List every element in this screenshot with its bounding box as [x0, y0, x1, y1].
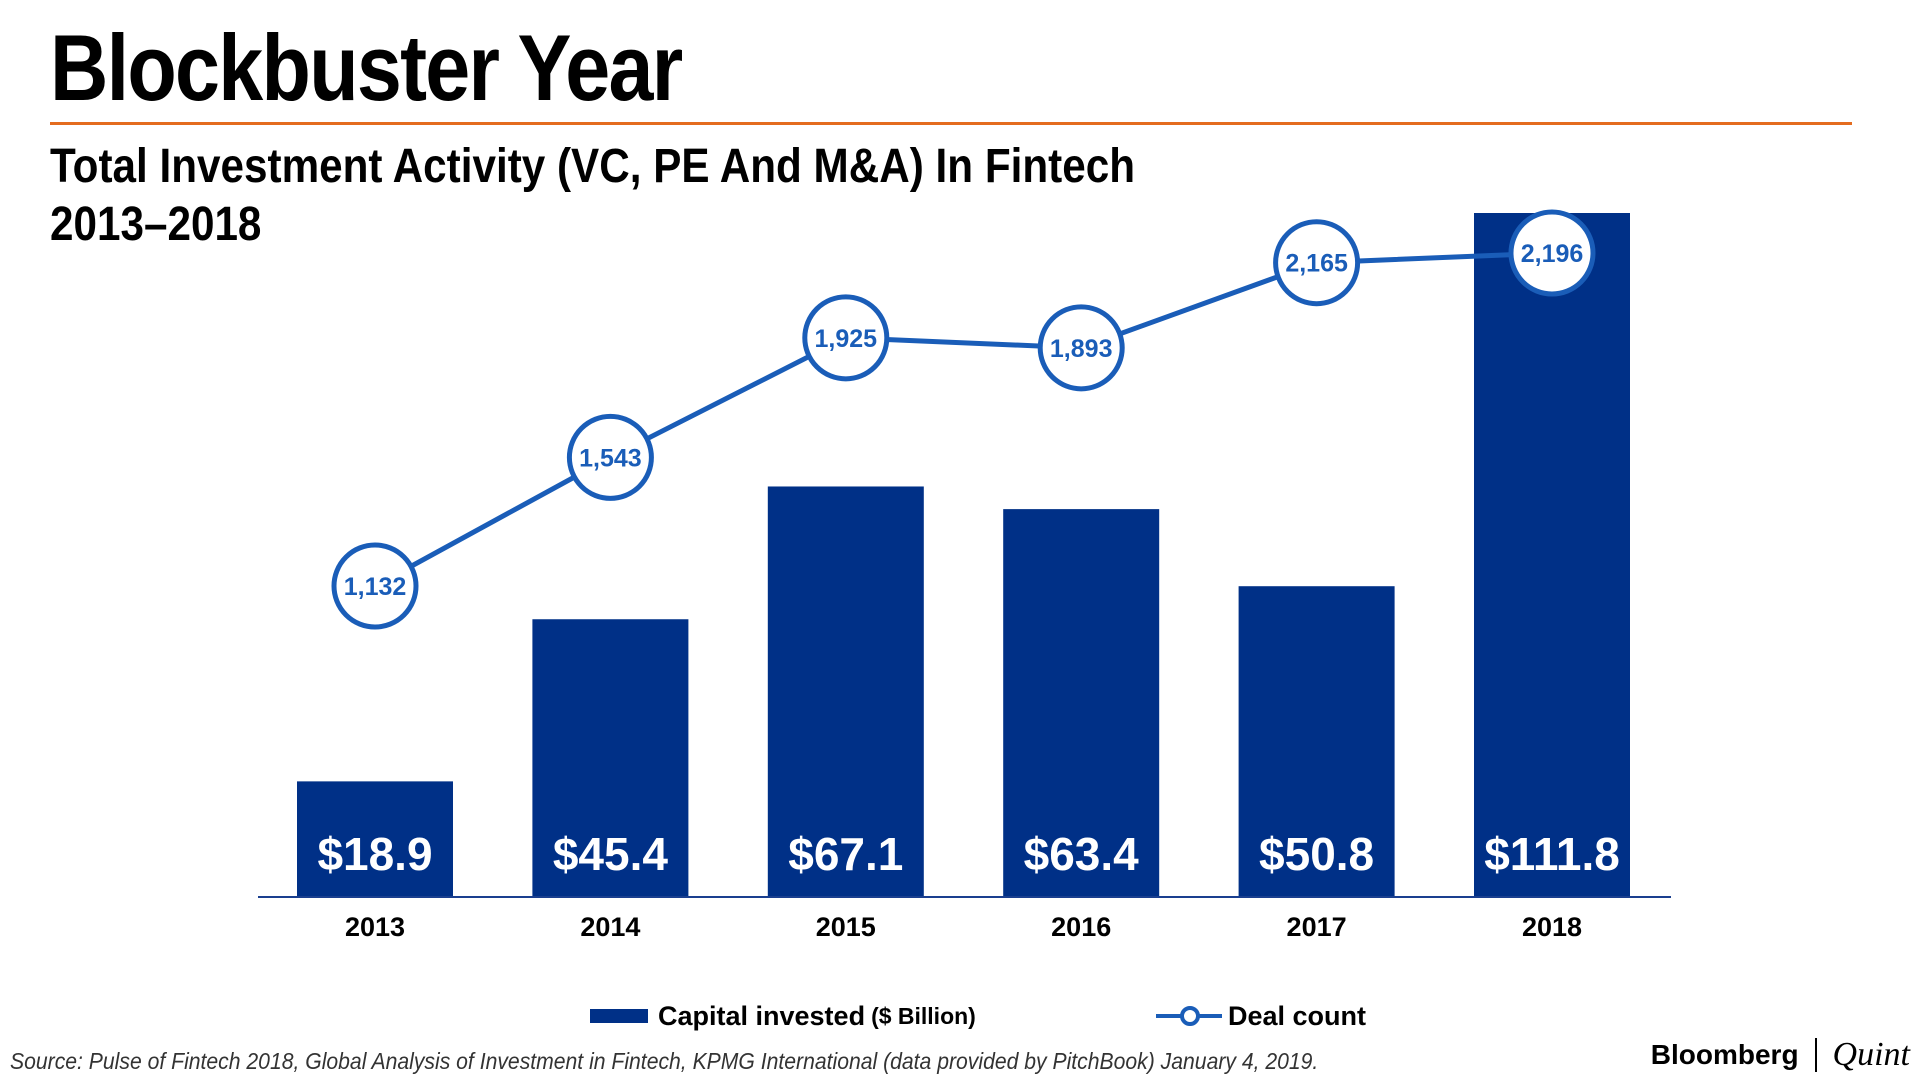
- x-tick-label-2016: 2016: [1051, 912, 1111, 942]
- brand-quint: Quint: [1832, 1036, 1910, 1073]
- bar-value-label-2013: $18.9: [317, 828, 432, 880]
- deal-count-line: [373, 250, 1553, 589]
- x-tick-label-2018: 2018: [1522, 912, 1582, 942]
- bar-2017: [1238, 586, 1395, 897]
- bar-2014: [532, 619, 689, 897]
- x-tick-label-2013: 2013: [345, 912, 405, 942]
- x-tick-label-2017: 2017: [1287, 912, 1347, 942]
- legend-line-entry: Deal count: [1156, 998, 1366, 1034]
- bar-value-label-2016: $63.4: [1024, 828, 1140, 880]
- deal-count-label-2016: 1,893: [1050, 335, 1113, 363]
- deal-count-point-2013: [331, 542, 419, 630]
- bar-value-label-2017: $50.8: [1259, 828, 1374, 880]
- chart-title: Blockbuster Year: [50, 15, 683, 120]
- legend-bar-label: Capital invested: [658, 1000, 866, 1031]
- legend-bar-unit: ($ Billion): [871, 1002, 976, 1029]
- legend-bar-entry: Capital invested ($ Billion): [590, 998, 976, 1034]
- chart-subtitle: Total Investment Activity (VC, PE And M&…: [50, 138, 1135, 254]
- deal-count-point-2017: [1273, 219, 1361, 307]
- subtitle-line-2: 2013–2018: [50, 198, 262, 251]
- deal-count-label-2018: 2,196: [1521, 240, 1584, 268]
- bar-value-label-2015: $67.1: [788, 828, 903, 880]
- legend-bar-swatch: [590, 1009, 648, 1023]
- brand-bloomberg: Bloomberg: [1650, 1039, 1799, 1070]
- deal-count-label-2013: 1,132: [344, 573, 407, 601]
- brand-logo: Bloomberg Quint: [1651, 1036, 1910, 1074]
- subtitle-line-1: Total Investment Activity (VC, PE And M&…: [50, 140, 1136, 193]
- title-divider: [50, 122, 1852, 125]
- bar-2018: [1474, 213, 1630, 897]
- bar-value-label-2014: $45.4: [553, 828, 669, 880]
- deal-count-point-2015: [802, 294, 890, 382]
- bar-2015: [767, 486, 924, 897]
- x-tick-label-2015: 2015: [816, 912, 876, 942]
- deal-count-label-2015: 1,925: [815, 325, 878, 353]
- deal-count-point-2016: [1037, 304, 1125, 392]
- bar-2016: [1003, 509, 1160, 897]
- deal-count-point-2018: [1508, 209, 1596, 297]
- brand-separator: [1814, 1038, 1817, 1072]
- bar-2013: [297, 781, 453, 897]
- deal-count-label-2017: 2,165: [1285, 250, 1348, 278]
- source-note: Source: Pulse of Fintech 2018, Global An…: [10, 1048, 1319, 1074]
- deal-count-label-2014: 1,543: [579, 444, 642, 472]
- bar-value-label-2018: $111.8: [1484, 828, 1620, 880]
- legend-line-label: Deal count: [1228, 1000, 1367, 1031]
- x-tick-label-2014: 2014: [580, 912, 640, 942]
- deal-count-point-2014: [566, 413, 654, 501]
- legend-line-swatch: [1156, 1006, 1222, 1026]
